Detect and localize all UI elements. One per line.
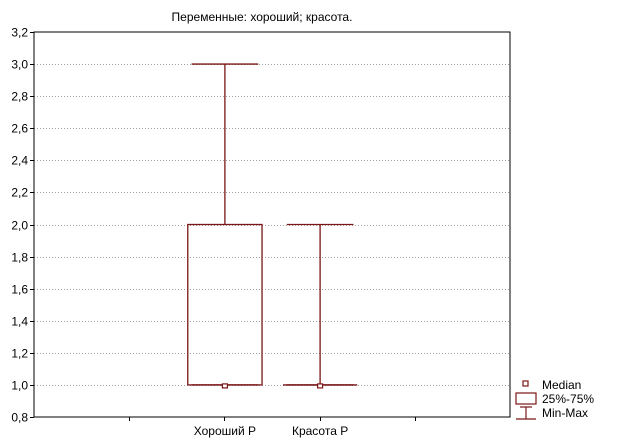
y-tick-label: 3,0 <box>11 58 28 72</box>
box-1 <box>187 63 263 389</box>
y-tick-label: 1,6 <box>11 283 28 297</box>
x-category-label: Красота Р <box>292 424 348 438</box>
y-tick-label: 1,8 <box>11 251 28 265</box>
legend-label: Min-Max <box>542 406 588 420</box>
x-axis: Хороший Р Красота Р <box>129 417 416 438</box>
legend-label: 25%-75% <box>542 392 594 406</box>
y-tick-label: 2,0 <box>11 219 28 233</box>
box-2 <box>282 223 358 389</box>
y-axis: 0,8 1,0 1,2 1,4 1,6 1,8 2,0 2,2 2,4 2,6 2,8 3,0 3,2 <box>11 26 34 425</box>
legend-label: Median <box>542 378 581 392</box>
y-tick-label: 2,2 <box>11 186 28 200</box>
legend-median-symbol <box>522 380 529 387</box>
x-category-label: Хороший Р <box>194 424 256 438</box>
y-tick-label: 1,2 <box>11 347 28 361</box>
y-tick-label: 0,8 <box>11 411 28 425</box>
gridlines <box>34 64 510 386</box>
legend-item-whisker: Min-Max <box>516 406 588 420</box>
y-tick-label: 3,2 <box>11 26 28 40</box>
y-tick-label: 2,6 <box>11 122 28 136</box>
boxes <box>187 63 358 389</box>
median-marker <box>317 383 324 389</box>
y-tick-label: 1,4 <box>11 315 28 329</box>
chart-title: Переменные: хороший; красота. <box>172 10 353 24</box>
legend-item-median: Median <box>522 378 581 392</box>
legend-item-box: 25%-75% <box>515 392 594 406</box>
legend-box-symbol <box>515 392 537 405</box>
iqr-box <box>187 223 263 386</box>
plot-frame <box>33 31 511 418</box>
y-tick-label: 2,4 <box>11 154 28 168</box>
y-tick-label: 1,0 <box>11 379 28 393</box>
median-marker <box>221 383 228 389</box>
y-tick-label: 2,8 <box>11 90 28 104</box>
